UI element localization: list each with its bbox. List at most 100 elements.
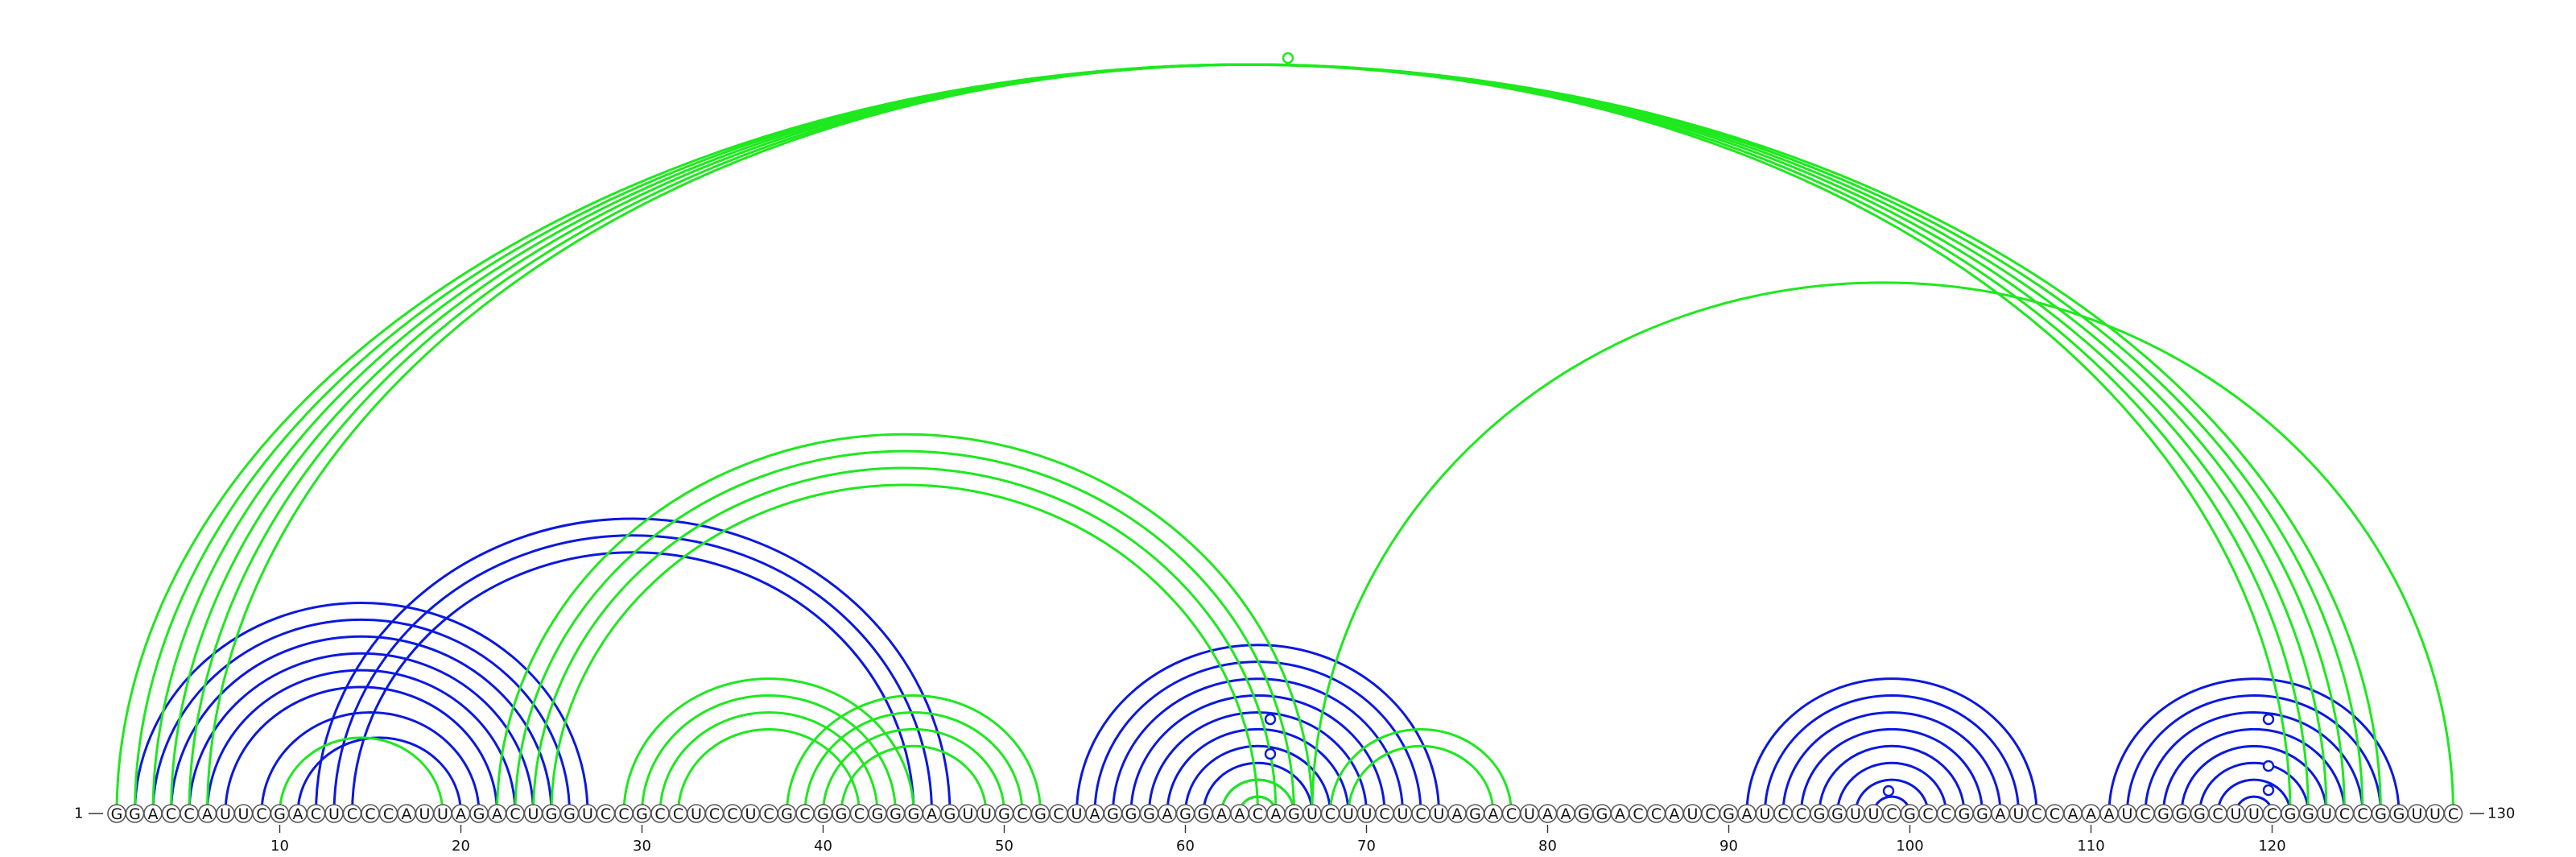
nucleotide: A <box>922 804 942 823</box>
green-arc-22-67 <box>496 433 1314 814</box>
nucleotide: C <box>723 804 742 823</box>
green-arc-69-77 <box>1347 744 1495 814</box>
green-arc-30-44 <box>641 694 897 814</box>
blue-arc-112-126 <box>2126 694 2382 814</box>
nucleotide: U <box>1682 804 1703 823</box>
nucleotide-letter: C <box>1705 805 1715 823</box>
nucleotide: C <box>2353 804 2372 823</box>
nucleotide: C <box>1936 804 1956 823</box>
nucleotide-letter: G <box>2157 805 2169 823</box>
nucleotide-letter: C <box>1053 805 1063 823</box>
nucleotide: G <box>832 804 851 823</box>
green-arc-2-125 <box>134 63 2364 814</box>
nucleotide: G <box>1175 804 1195 823</box>
nucleotide: U <box>578 804 597 823</box>
nucleotide: A <box>397 804 416 823</box>
nucleotide-letter: C <box>854 805 865 823</box>
nucleotide: C <box>849 804 869 823</box>
nucleotide-letter: C <box>1415 805 1426 823</box>
nucleotide: U <box>324 804 344 823</box>
nucleotide-letter: G <box>1904 805 1916 823</box>
nucleotide-letter: U <box>1343 805 1354 823</box>
nucleotide: A <box>1484 804 1503 823</box>
nucleotide-letter: C <box>2140 805 2150 823</box>
nucleotide: A <box>1085 804 1104 823</box>
nucleotide: G <box>2371 804 2391 823</box>
tick-label: 70 <box>1357 838 1376 855</box>
nucleotide-letter: U <box>1071 805 1083 823</box>
nucleotide: G <box>1592 804 1612 823</box>
nucleotide: G <box>994 804 1014 823</box>
blue-arc-94-104 <box>1800 727 1984 814</box>
nucleotide: C <box>614 804 634 823</box>
green-arc-41-49 <box>840 744 988 814</box>
nucleotide-letter: A <box>1162 805 1173 823</box>
nucleotide: U <box>2407 804 2427 823</box>
blue-arc-5-24 <box>188 652 535 814</box>
nucleotide-letter: U <box>2248 805 2260 823</box>
nucleotide-letter: A <box>1670 805 1680 823</box>
nucleotide: U <box>958 804 978 823</box>
nucleotide-letter: U <box>2321 805 2332 823</box>
nucleotide: C <box>668 804 688 823</box>
nucleotide-letter: U <box>1868 805 1880 823</box>
tick-label: 110 <box>2077 838 2104 855</box>
nucleotide: G <box>2298 804 2318 823</box>
ticks-layer: 10 20 30 40 50 60 70 80 90 100 110 120 <box>270 825 2286 855</box>
nucleotide-letter: U <box>1850 805 1861 823</box>
nucleotide-letter: G <box>908 805 920 823</box>
blue-arc-97-101 <box>1854 778 1930 814</box>
blue-arc-113-125 <box>2144 710 2364 814</box>
blue-arc-6-23 <box>206 669 517 814</box>
nucleotide: A <box>1610 804 1630 823</box>
nucleotide-letter: C <box>1379 805 1389 823</box>
nucleotide-letter: C <box>1633 805 1643 823</box>
nucleotide-letter: G <box>1143 805 1155 823</box>
nucleotide-letter: G <box>998 805 1010 823</box>
nucleotide: A <box>143 804 163 823</box>
nucleotide-letter: G <box>1723 805 1735 823</box>
nucleotide: G <box>1574 804 1594 823</box>
blue-arc-60-68 <box>1184 744 1331 814</box>
nucleotide-letter: G <box>781 805 793 823</box>
tick-label: 10 <box>270 838 289 855</box>
nucleotide: U <box>216 804 235 823</box>
nucleotide: C <box>506 804 525 823</box>
nucleotide: U <box>2425 804 2445 823</box>
blue-arc-57-71 <box>1129 694 1386 814</box>
nucleotide-letter: G <box>890 805 902 823</box>
nucleotide-letter: C <box>166 805 176 823</box>
arc-marker-5 <box>2262 760 2275 772</box>
nucleotide-letter: C <box>1886 805 1897 823</box>
nucleotide: U <box>1067 804 1087 823</box>
nucleotide: G <box>2172 804 2191 823</box>
nucleotide: A <box>1556 804 1575 823</box>
nucleotide-letter: G <box>1034 805 1046 823</box>
nucleotide-letter: G <box>129 805 141 823</box>
nucleotide: G <box>2153 804 2174 823</box>
nucleotide: C <box>1501 804 1521 823</box>
start-label: 1 <box>74 805 83 822</box>
nucleotide-letter: G <box>836 805 848 823</box>
nucleotide-letter: G <box>1831 805 1843 823</box>
nucleotide-letter: A <box>1090 805 1100 823</box>
nucleotide-letter: U <box>328 805 340 823</box>
nucleotide-letter: U <box>2013 805 2025 823</box>
nucleotide-letter: G <box>1469 805 1481 823</box>
arc-marker-0 <box>1282 52 1294 64</box>
nucleotide-letter: G <box>944 805 956 823</box>
nucleotide: G <box>1103 804 1123 823</box>
nucleotide-letter: C <box>1253 805 1263 823</box>
nucleotide: U <box>2117 804 2137 823</box>
blue-arc-115-123 <box>2180 744 2328 814</box>
nucleotide: G <box>1955 804 1974 823</box>
nucleotide: A <box>2081 804 2101 823</box>
nucleotide: U <box>2226 804 2246 823</box>
nucleotide: G <box>777 804 797 823</box>
nucleotide-letter: G <box>1578 805 1590 823</box>
blue-arc-7-22 <box>224 685 498 814</box>
blue-arc-91-107 <box>1745 677 2038 814</box>
nucleotide: C <box>1049 804 1068 823</box>
nucleotide-letter: U <box>437 805 448 823</box>
nucleotide-letter: C <box>727 805 737 823</box>
